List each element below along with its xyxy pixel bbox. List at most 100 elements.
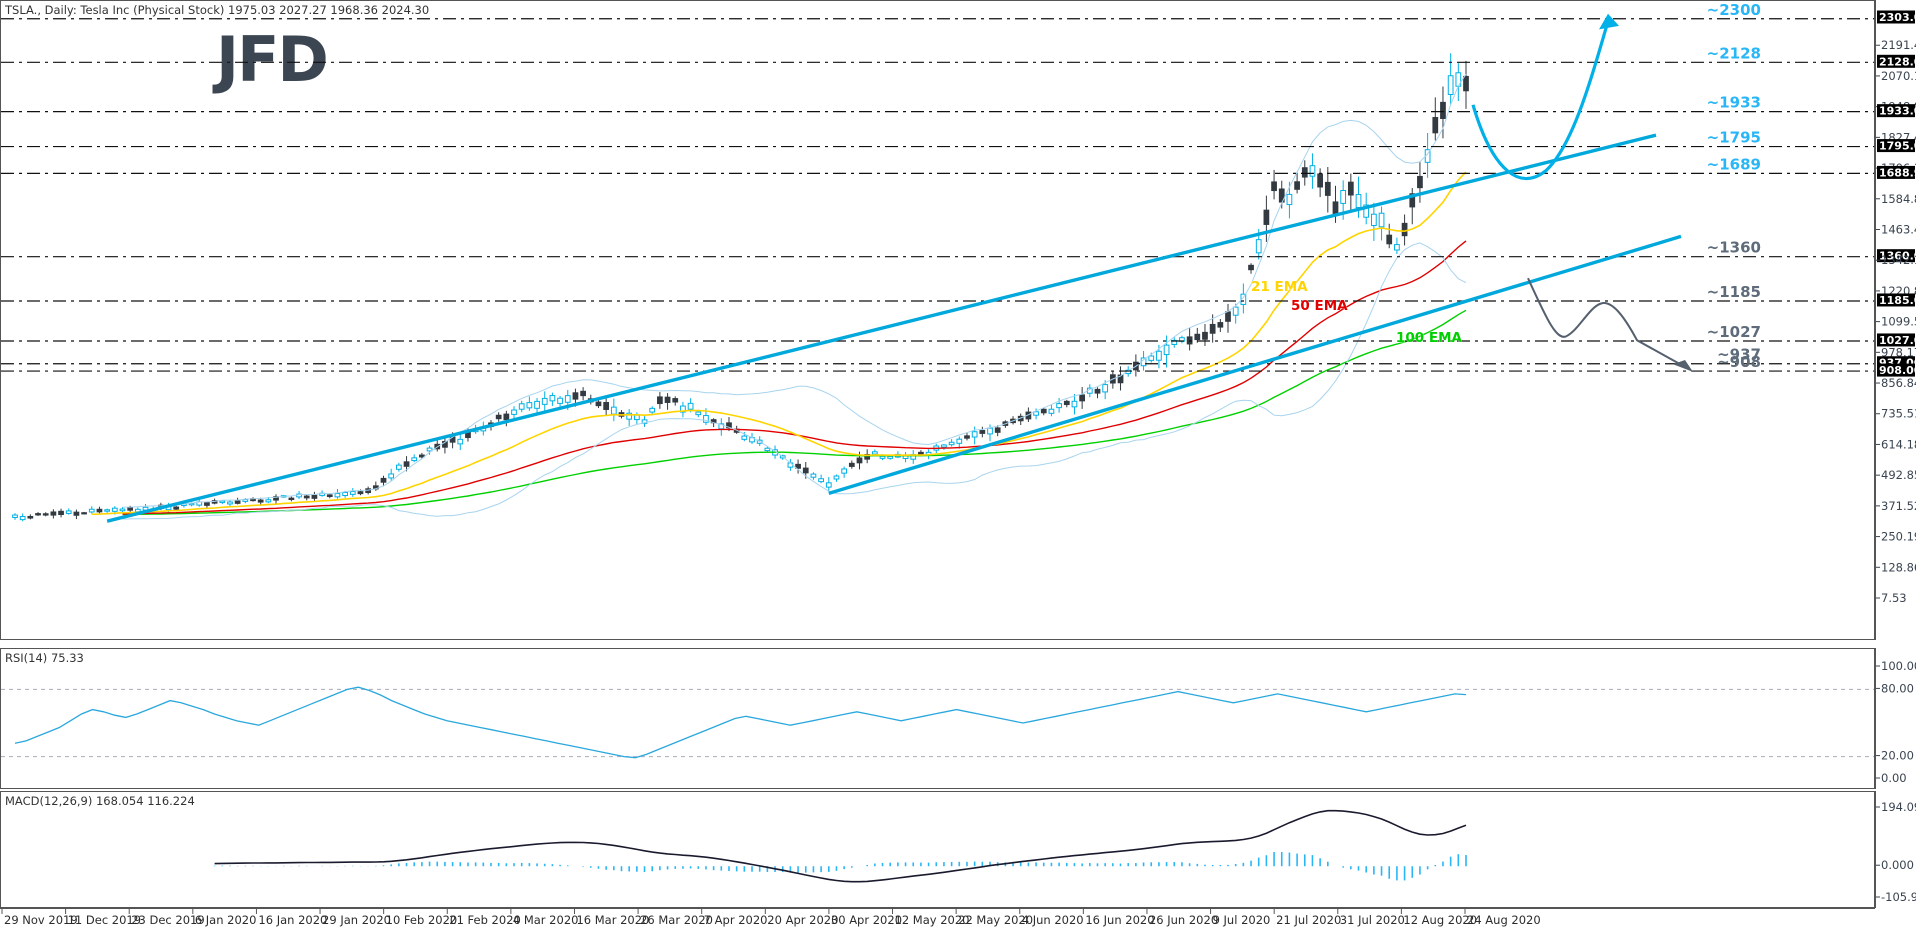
symbol-header: TSLA., Daily: Tesla Inc (Physical Stock)…	[5, 3, 430, 17]
candle-body	[864, 453, 871, 460]
candle-body	[503, 413, 510, 421]
forecast-bearish-arrowhead	[1673, 359, 1693, 372]
level-label: ~2300	[1707, 1, 1761, 19]
candle-body	[58, 510, 64, 515]
candle-body	[1217, 322, 1224, 328]
ema-label: 50 EMA	[1291, 298, 1348, 314]
candle-body	[848, 462, 855, 467]
candle-body	[1409, 193, 1416, 208]
candle-body	[1240, 293, 1247, 305]
price-axis-highlight-label: 1027.00	[1879, 334, 1916, 347]
candle-body	[802, 467, 809, 474]
price-axis-highlight-bg	[1877, 165, 1915, 179]
price-axis-highlight-label: 2303.00	[1879, 11, 1916, 24]
macd-axis[interactable]: 194.092 0.000 -105.967	[1875, 791, 1916, 908]
price-axis-highlight-bg	[1877, 293, 1915, 307]
rsi-panel[interactable]: RSI(14) 75.33	[0, 648, 1875, 789]
candle-body	[971, 431, 978, 438]
date-axis-label: 4 Jun 2020	[1022, 913, 1084, 927]
level-label: ~1933	[1707, 94, 1761, 112]
candle-body	[442, 440, 448, 448]
jfd-logo: JFD	[216, 23, 329, 96]
candle-body	[1255, 239, 1262, 254]
ema-21-line	[91, 171, 1467, 516]
candle-body	[12, 514, 18, 518]
candle-body	[119, 508, 126, 512]
candle-body	[1071, 400, 1078, 408]
candle-body	[1363, 204, 1370, 218]
candle-body	[273, 496, 279, 501]
candle-body	[795, 463, 801, 469]
candle-body	[1309, 165, 1316, 177]
price-axis-label: 7.53	[1881, 591, 1907, 605]
level-label: ~1360	[1707, 239, 1761, 257]
forecast-bearish	[1527, 277, 1693, 372]
date-axis-label: 26 Mar 2020	[640, 913, 713, 927]
candle-body	[680, 405, 686, 413]
price-axis-label: 2191.47	[1881, 38, 1916, 52]
level-label: ~1027	[1707, 323, 1761, 341]
candle-body	[1263, 209, 1270, 225]
price-axis-label: 614.18	[1881, 437, 1916, 451]
candle-body	[326, 494, 333, 498]
price-axis-highlight-label: 1185.00	[1879, 294, 1916, 307]
candle-body	[1033, 411, 1039, 416]
forecast-bullish-arrowhead	[1599, 13, 1619, 30]
candle-body	[1394, 244, 1400, 251]
candle-body	[956, 438, 963, 444]
candle-body	[204, 502, 210, 506]
rsi-axis[interactable]: 100.00 80.00 20.00 0.00	[1875, 648, 1916, 789]
candle-body	[1401, 222, 1408, 237]
date-axis-label: 26 Jun 2020	[1149, 913, 1218, 927]
candle-body	[96, 508, 103, 513]
price-axis-label: 978.17	[1881, 345, 1916, 359]
price-chart-panel[interactable]: TSLA., Daily: Tesla Inc (Physical Stock)…	[0, 0, 1875, 640]
date-axis[interactable]: 29 Nov 2019 11 Dec 2019 23 Dec 2019 6 Jan 2…	[0, 908, 1875, 929]
candle-body	[219, 500, 226, 503]
price-axis-label: 128.86	[1881, 560, 1916, 574]
price-axis[interactable]: 2303.002191.472128.002070.141948.811933.…	[1875, 0, 1916, 640]
ema-label: 100 EMA	[1396, 330, 1463, 346]
candle-body	[1378, 212, 1385, 228]
candle-body	[388, 473, 395, 479]
candle-body	[818, 478, 824, 483]
price-axis-highlight-label: 1933.00	[1879, 105, 1916, 118]
candle-body	[349, 491, 356, 495]
level-label: ~2128	[1707, 44, 1761, 62]
candle-body	[887, 455, 894, 459]
candle-body	[1063, 400, 1070, 406]
level-label: ~908	[1717, 353, 1761, 371]
candle-body	[111, 507, 118, 512]
macd-panel[interactable]: MACD(12,26,9) 168.054 116.224	[0, 791, 1875, 908]
candle-body	[1317, 173, 1323, 188]
trendline-lower	[828, 234, 1682, 495]
candle-body	[403, 461, 410, 467]
candle-body	[664, 396, 671, 403]
candle-body	[419, 454, 425, 458]
trendline-upper	[106, 133, 1657, 523]
candle-body	[1209, 323, 1216, 334]
forecast-bullish-path	[1471, 20, 1610, 181]
candle-body	[1371, 213, 1377, 226]
candle-body	[1248, 264, 1254, 271]
date-axis-label: 16 Jun 2020	[1085, 913, 1154, 927]
bollinger-lower	[122, 242, 1467, 520]
rsi-axis-label: 80.00	[1881, 681, 1914, 695]
candle-body	[50, 511, 57, 516]
level-label: ~1795	[1707, 129, 1761, 147]
date-axis-label: 4 Mar 2020	[513, 913, 579, 927]
candle-body	[672, 398, 679, 403]
candle-body	[457, 438, 464, 445]
date-axis-label: 21 Jul 2020	[1276, 913, 1341, 927]
candle-body	[411, 457, 418, 462]
date-axis-label: 16 Jan 2020	[258, 913, 327, 927]
candle-body	[1432, 117, 1439, 134]
rsi-line	[14, 686, 1467, 759]
level-label: ~1185	[1707, 283, 1761, 301]
price-axis-label: 371.52	[1881, 499, 1916, 513]
candle-body	[549, 395, 556, 402]
macd-header: MACD(12,26,9) 168.054 116.224	[5, 794, 195, 808]
candle-body	[1301, 167, 1308, 178]
candle-body	[1094, 388, 1101, 394]
rsi-axis-label: 100.00	[1881, 659, 1916, 673]
